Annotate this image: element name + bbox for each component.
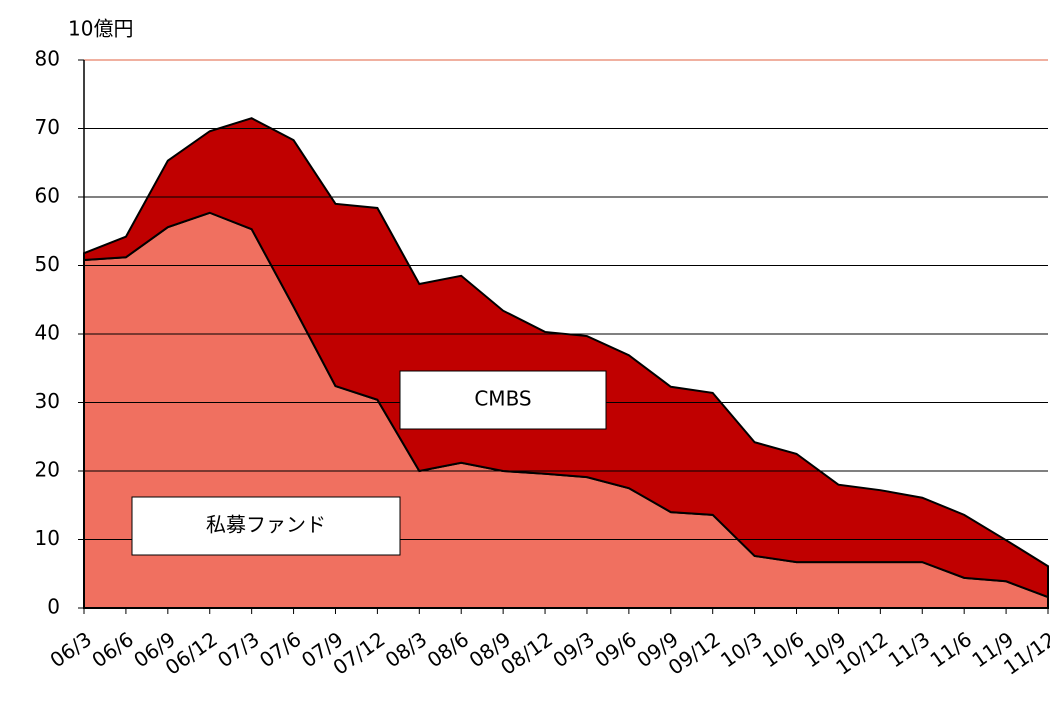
series-label-box	[131, 496, 401, 556]
y-tick-label: 20	[35, 458, 60, 482]
x-tick-label: 11/6	[926, 627, 977, 672]
series-label-box	[399, 370, 607, 430]
x-tick-label: 09/3	[548, 627, 599, 672]
series-label: CMBS	[474, 387, 531, 411]
x-tick-label: 10/6	[758, 627, 809, 672]
x-tick-label: 07/6	[255, 627, 306, 672]
x-tick-label: 06/3	[45, 627, 96, 672]
y-tick-label: 40	[35, 321, 60, 345]
area	[83, 117, 1049, 599]
y-tick-label: 0	[47, 595, 60, 619]
y-tick-label: 10	[35, 526, 60, 550]
y-axis-label: 10億円	[68, 17, 133, 41]
x-tick-label: 09/6	[590, 627, 641, 672]
series-label: 私募ファンド	[206, 513, 326, 537]
x-tick-label: 06/6	[87, 627, 138, 672]
x-tick-label: 10/3	[716, 627, 767, 672]
x-tick-label: 11/3	[884, 627, 935, 672]
y-tick-label: 70	[35, 115, 60, 139]
y-tick-label: 30	[35, 389, 60, 413]
x-tick-label: 07/3	[213, 627, 264, 672]
x-tick-label: 08/3	[381, 627, 432, 672]
x-tick-label: 08/6	[423, 627, 474, 672]
y-tick-label: 60	[35, 184, 60, 208]
y-tick-label: 80	[35, 47, 60, 71]
y-tick-label: 50	[35, 252, 60, 276]
